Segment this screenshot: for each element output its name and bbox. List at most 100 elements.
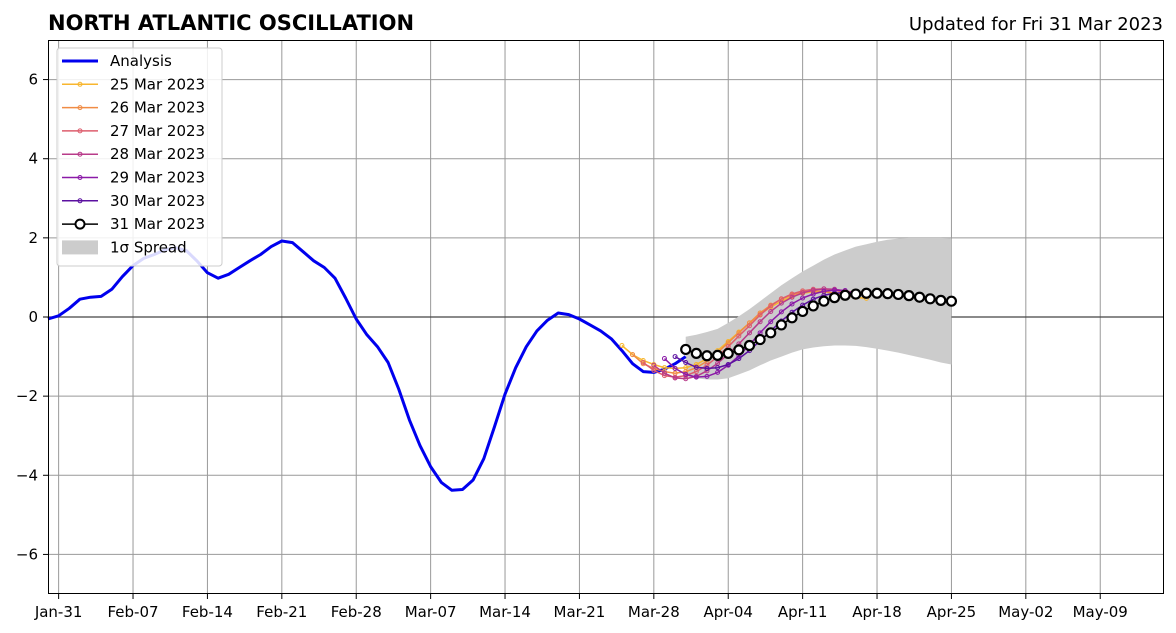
latest-forecast-point xyxy=(797,305,809,318)
y-tick-label: −4 xyxy=(16,466,38,484)
chart-title: NORTH ATLANTIC OSCILLATION xyxy=(48,11,414,35)
forecast-point-27-mar-2023 xyxy=(789,291,795,297)
latest-forecast-point xyxy=(765,327,777,339)
forecast-line-26-mar-2023 xyxy=(632,290,856,374)
x-tick-label: Mar-07 xyxy=(405,603,457,621)
forecast-point-28-mar-2023 xyxy=(768,308,774,314)
legend-label: 28 Mar 2023 xyxy=(110,145,205,163)
forecast-point-29-mar-2023 xyxy=(800,295,806,301)
latest-forecast-point xyxy=(871,287,883,299)
x-tick-label: Feb-14 xyxy=(182,603,233,621)
forecast-point-28-mar-2023 xyxy=(757,319,763,325)
chart-subtitle: Updated for Fri 31 Mar 2023 xyxy=(909,14,1163,35)
forecast-point-29-mar-2023 xyxy=(778,309,784,315)
forecast-point-29-mar-2023 xyxy=(768,319,774,325)
series-layer xyxy=(47,237,958,492)
y-tick-label: 2 xyxy=(28,229,38,247)
x-tick-label: Jan-31 xyxy=(34,603,83,621)
forecast-point-27-mar-2023 xyxy=(757,312,763,318)
forecast-point-26-mar-2023 xyxy=(630,352,636,358)
forecast-point-25-mar-2023 xyxy=(619,342,625,348)
forecast-point-28-mar-2023 xyxy=(672,375,678,381)
y-tick-label: −6 xyxy=(16,545,38,563)
latest-forecast-point xyxy=(743,339,756,352)
forecast-point-29-mar-2023 xyxy=(810,291,816,297)
forecast-point-29-mar-2023 xyxy=(672,365,678,371)
forecast-point-30-mar-2023 xyxy=(672,354,678,360)
legend-swatch-marker xyxy=(77,151,83,157)
x-tick-label: Feb-28 xyxy=(331,603,382,621)
legend-label: 27 Mar 2023 xyxy=(110,122,205,140)
forecast-point-27-mar-2023 xyxy=(736,333,742,339)
legend-swatch-marker xyxy=(77,81,83,87)
forecast-point-26-mar-2023 xyxy=(736,330,742,336)
forecast-point-27-mar-2023 xyxy=(746,323,752,329)
x-tick-label: Feb-21 xyxy=(256,603,307,621)
axes: Jan-31 Feb-07 Feb-14 Feb-21 Feb-28 Mar-07 Mar-… xyxy=(16,40,1164,621)
legend-label: Analysis xyxy=(110,52,172,70)
latest-forecast-point xyxy=(775,319,787,331)
forecast-point-27-mar-2023 xyxy=(704,362,710,368)
forecast-point-27-mar-2023 xyxy=(768,303,774,309)
latest-forecast-point xyxy=(722,347,734,360)
legend-label: 29 Mar 2023 xyxy=(110,169,205,187)
forecast-point-30-mar-2023 xyxy=(725,361,731,367)
forecast-point-29-mar-2023 xyxy=(704,373,710,379)
forecast-point-25-mar-2023 xyxy=(693,361,699,367)
latest-forecast-point xyxy=(903,290,915,302)
legend-label: 30 Mar 2023 xyxy=(110,192,205,210)
latest-forecast-point xyxy=(818,295,830,307)
forecast-point-28-mar-2023 xyxy=(800,290,806,296)
x-tick-label: Feb-07 xyxy=(107,603,158,621)
y-tick-label: 6 xyxy=(28,71,38,89)
x-tick-label: Mar-14 xyxy=(479,603,531,621)
forecast-point-27-mar-2023 xyxy=(640,360,646,366)
latest-forecast-point xyxy=(935,294,947,306)
x-tick-label: Apr-11 xyxy=(778,603,828,621)
latest-forecast-point xyxy=(690,347,702,360)
legend-label: 31 Mar 2023 xyxy=(110,215,205,233)
legend-swatch-marker xyxy=(77,105,83,111)
x-tick-label: Apr-18 xyxy=(852,603,902,621)
y-tick-label: 0 xyxy=(28,308,38,326)
forecast-point-29-mar-2023 xyxy=(789,301,795,307)
latest-forecast-point xyxy=(680,343,692,356)
legend-label: 1σ Spread xyxy=(110,238,187,256)
legend-label: 26 Mar 2023 xyxy=(110,99,205,117)
latest-forecast-point xyxy=(860,287,873,299)
legend-swatch-marker xyxy=(74,218,86,230)
plot-frame xyxy=(48,40,1164,594)
legend-swatch-spread xyxy=(62,240,98,255)
forecast-point-29-mar-2023 xyxy=(715,369,721,375)
latest-forecast-point xyxy=(754,333,766,346)
legend-swatch-marker xyxy=(77,175,83,180)
legend-swatch-marker xyxy=(77,198,83,204)
y-tick-label: −2 xyxy=(16,387,38,405)
x-tick-label: Mar-21 xyxy=(554,603,606,621)
legend-label: 25 Mar 2023 xyxy=(110,75,205,93)
latest-forecast-point xyxy=(733,344,745,356)
x-tick-label: Apr-25 xyxy=(927,603,977,621)
legend-swatch-marker xyxy=(77,128,83,134)
x-tick-label: May-02 xyxy=(998,603,1053,621)
latest-forecast-point xyxy=(807,300,819,312)
legend-box xyxy=(56,47,223,267)
forecast-point-30-mar-2023 xyxy=(715,365,721,371)
latest-forecast-point xyxy=(828,292,841,304)
legend: Analysis 25 Mar 2023 26 Mar 2023 27 Mar 202… xyxy=(56,47,223,267)
latest-forecast-point xyxy=(913,291,926,303)
forecast-point-28-mar-2023 xyxy=(789,294,795,300)
forecast-point-28-mar-2023 xyxy=(778,300,784,306)
x-tick-label: Mar-28 xyxy=(628,603,680,621)
latest-forecast-point xyxy=(850,288,862,300)
latest-forecast-point xyxy=(701,350,713,362)
forecast-point-29-mar-2023 xyxy=(661,356,667,362)
latest-forecast-point xyxy=(945,295,958,307)
forecast-point-30-mar-2023 xyxy=(693,364,699,370)
latest-forecast-point xyxy=(839,289,851,301)
y-tick-label: 4 xyxy=(28,150,38,168)
latest-forecast-point xyxy=(882,288,894,300)
forecast-point-29-mar-2023 xyxy=(683,371,689,377)
forecast-point-28-mar-2023 xyxy=(661,370,667,376)
